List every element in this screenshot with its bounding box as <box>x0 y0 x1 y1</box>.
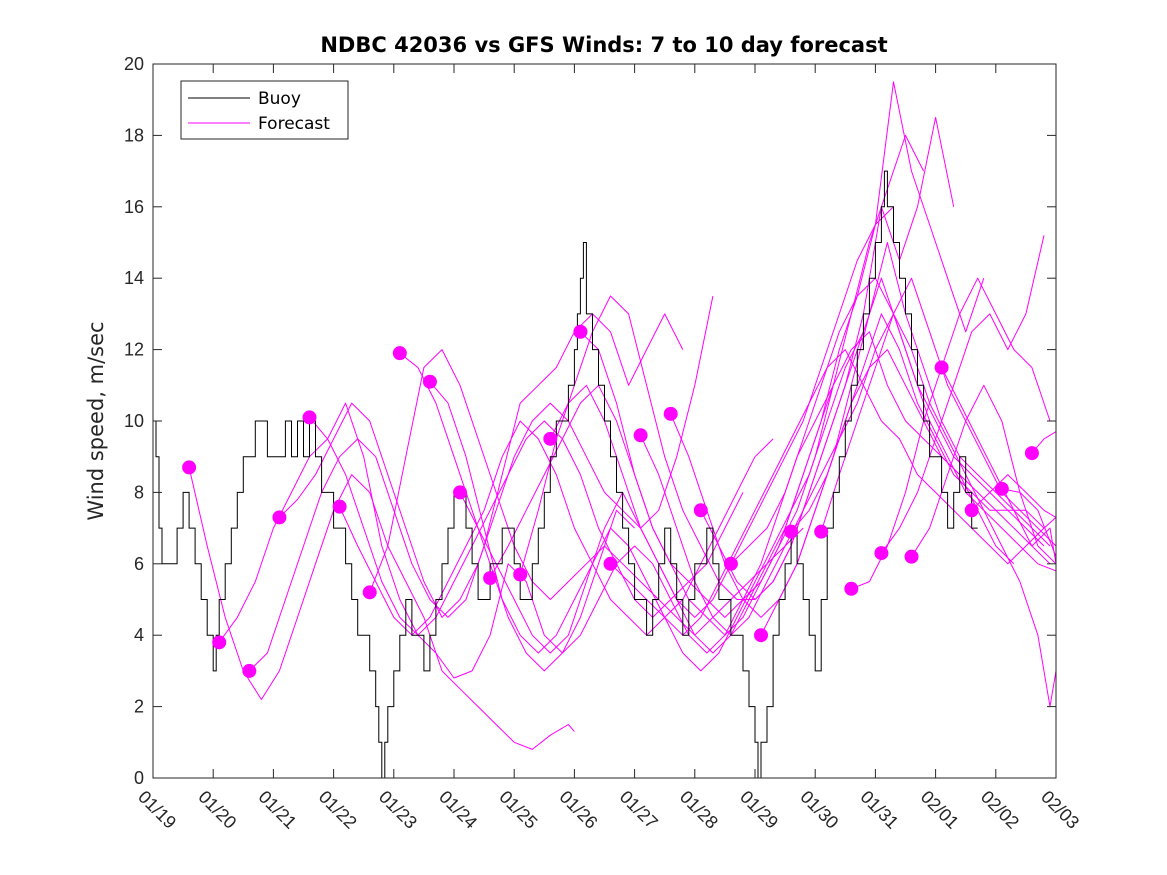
legend-forecast-label: Forecast <box>258 114 330 134</box>
y-tick-label: 18 <box>124 125 144 145</box>
forecast-marker <box>272 510 287 525</box>
forecast-marker <box>573 324 588 339</box>
forecast-run-line <box>880 235 1045 554</box>
forecast-marker <box>422 374 437 389</box>
forecast-marker <box>994 481 1009 496</box>
y-tick-label: 10 <box>124 411 144 431</box>
forecast-run-line <box>549 81 985 654</box>
forecast-run-line <box>218 402 635 679</box>
forecast-marker <box>904 549 919 564</box>
forecast-marker <box>784 524 799 539</box>
forecast-marker <box>302 410 317 425</box>
forecast-marker <box>633 428 648 443</box>
forecast-run-line <box>941 367 1051 565</box>
forecast-marker <box>242 663 257 678</box>
forecast-run-line <box>700 277 1056 600</box>
forecast-marker <box>934 360 949 375</box>
forecast-run-line <box>1001 488 1056 557</box>
forecast-marker <box>814 524 829 539</box>
forecast-marker <box>182 460 197 475</box>
y-tick-label: 4 <box>134 625 144 645</box>
legend-buoy-label: Buoy <box>258 89 301 109</box>
y-tick-label: 6 <box>134 554 144 574</box>
y-tick-label: 0 <box>134 768 144 788</box>
forecast-marker <box>453 485 468 500</box>
chart-title: NDBC 42036 vs GFS Winds: 7 to 10 day for… <box>320 33 887 57</box>
forecast-marker <box>332 499 347 514</box>
forecast-marker <box>663 406 678 421</box>
forecast-run-line <box>911 384 1056 565</box>
forecast-marker <box>964 503 979 518</box>
forecast-marker <box>513 567 528 582</box>
forecast-marker <box>874 546 889 561</box>
forecast-marker <box>362 585 377 600</box>
forecast-marker <box>392 346 407 361</box>
forecast-marker <box>603 556 618 571</box>
forecast-marker <box>723 556 738 571</box>
forecast-run-line <box>790 313 1045 547</box>
forecast-run-line <box>670 349 1056 618</box>
forecast-marker <box>844 581 859 596</box>
forecast-marker <box>212 635 227 650</box>
y-axis-label: Wind speed, m/sec <box>84 321 108 520</box>
forecast-marker <box>693 503 708 518</box>
legend-box <box>180 80 349 140</box>
forecast-run-line <box>820 277 1056 547</box>
legend: Buoy Forecast <box>180 80 349 140</box>
y-tick-label: 14 <box>124 268 144 288</box>
forecast-marker <box>1024 446 1039 461</box>
forecast-run-line <box>640 313 1056 708</box>
forecast-markers <box>182 324 1039 678</box>
forecast-marker <box>543 431 558 446</box>
y-axis: 0 2 4 6 8 10 12 14 16 18 20 <box>124 54 1056 788</box>
y-tick-label: 2 <box>134 697 144 717</box>
y-tick-label: 20 <box>124 54 144 74</box>
forecast-marker <box>483 571 498 586</box>
y-tick-label: 8 <box>134 482 144 502</box>
y-tick-label: 16 <box>124 197 144 217</box>
y-tick-label: 12 <box>124 340 144 360</box>
forecast-run-line <box>971 474 1056 518</box>
forecast-marker <box>754 628 769 643</box>
